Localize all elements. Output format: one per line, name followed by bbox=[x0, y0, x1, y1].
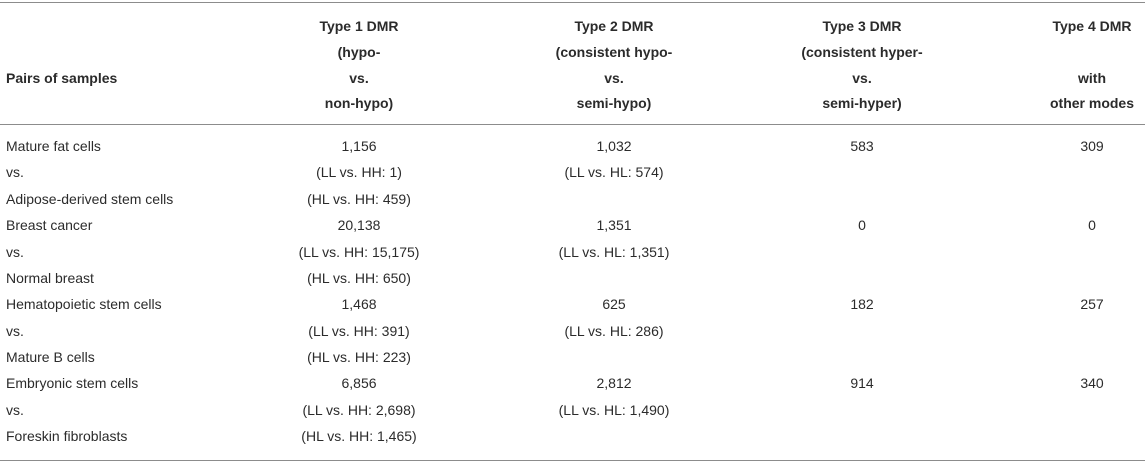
header-type1-line1: Type 1 DMR bbox=[319, 18, 399, 34]
type2-total: 1,032 bbox=[596, 138, 632, 154]
pair-line: Mature fat cells bbox=[6, 138, 101, 154]
header-type1-line3: vs. bbox=[349, 70, 369, 86]
header-type3-line1: Type 3 DMR bbox=[822, 18, 902, 34]
header-type3-line2: (consistent hyper- bbox=[801, 44, 923, 60]
type3-value: 914 bbox=[850, 375, 874, 391]
type2-total: 625 bbox=[602, 296, 626, 312]
pair-line: vs. bbox=[6, 402, 24, 418]
type1-detail: (LL vs. HH: 2,698) bbox=[302, 402, 416, 418]
type3-value: 583 bbox=[850, 138, 874, 154]
type1-detail: (HL vs. HH: 459) bbox=[307, 191, 411, 207]
pair-line: Foreskin fibroblasts bbox=[6, 428, 128, 444]
pair-line: Breast cancer bbox=[6, 217, 93, 233]
table-top-rule bbox=[0, 2, 1145, 3]
header-rule bbox=[0, 124, 1145, 125]
pair-line: Hematopoietic stem cells bbox=[6, 296, 162, 312]
type1-detail: (HL vs. HH: 223) bbox=[307, 349, 411, 365]
header-type4-line4: other modes bbox=[1049, 95, 1135, 111]
type1-total: 1,156 bbox=[341, 138, 377, 154]
type1-total: 20,138 bbox=[337, 217, 381, 233]
type2-detail: (LL vs. HL: 286) bbox=[564, 323, 664, 339]
type1-detail: (HL vs. HH: 650) bbox=[307, 270, 411, 286]
type2-detail: (LL vs. HL: 574) bbox=[564, 164, 664, 180]
pair-line: Adipose-derived stem cells bbox=[6, 191, 174, 207]
type3-value: 0 bbox=[858, 217, 866, 233]
pair-line: Embryonic stem cells bbox=[6, 375, 139, 391]
type1-detail: (LL vs. HH: 1) bbox=[316, 164, 402, 180]
type3-value: 182 bbox=[850, 296, 874, 312]
header-type2-line2: (consistent hypo- bbox=[555, 44, 673, 60]
header-type3-line4: semi-hyper) bbox=[822, 95, 902, 111]
type1-detail: (LL vs. HH: 391) bbox=[308, 323, 410, 339]
type2-detail: (LL vs. HL: 1,351) bbox=[558, 244, 670, 260]
type2-total: 2,812 bbox=[596, 375, 632, 391]
header-pairs: Pairs of samples bbox=[6, 70, 118, 86]
type4-value: 257 bbox=[1080, 296, 1104, 312]
header-type2-line1: Type 2 DMR bbox=[574, 18, 654, 34]
pair-line: vs. bbox=[6, 164, 24, 180]
type2-total: 1,351 bbox=[596, 217, 632, 233]
type4-value: 309 bbox=[1080, 138, 1104, 154]
header-type4-line3: with bbox=[1078, 70, 1106, 86]
pair-line: Mature B cells bbox=[6, 349, 95, 365]
type1-detail: (LL vs. HH: 15,175) bbox=[298, 244, 420, 260]
type1-detail: (HL vs. HH: 1,465) bbox=[301, 428, 417, 444]
pair-line: vs. bbox=[6, 323, 24, 339]
type1-total: 1,468 bbox=[341, 296, 377, 312]
header-type3-line3: vs. bbox=[852, 70, 872, 86]
type2-detail: (LL vs. HL: 1,490) bbox=[558, 402, 670, 418]
header-type1-line4: non-hypo) bbox=[324, 95, 394, 111]
header-type4-line1: Type 4 DMR bbox=[1052, 18, 1132, 34]
pair-line: Normal breast bbox=[6, 270, 94, 286]
type4-value: 340 bbox=[1080, 375, 1104, 391]
type4-value: 0 bbox=[1088, 217, 1096, 233]
type1-total: 6,856 bbox=[341, 375, 377, 391]
pair-line: vs. bbox=[6, 244, 24, 260]
header-type2-line3: vs. bbox=[604, 70, 624, 86]
table-bottom-rule bbox=[0, 460, 1145, 461]
header-type1-line2: (hypo- bbox=[337, 44, 381, 60]
header-type2-line4: semi-hypo) bbox=[576, 95, 652, 111]
